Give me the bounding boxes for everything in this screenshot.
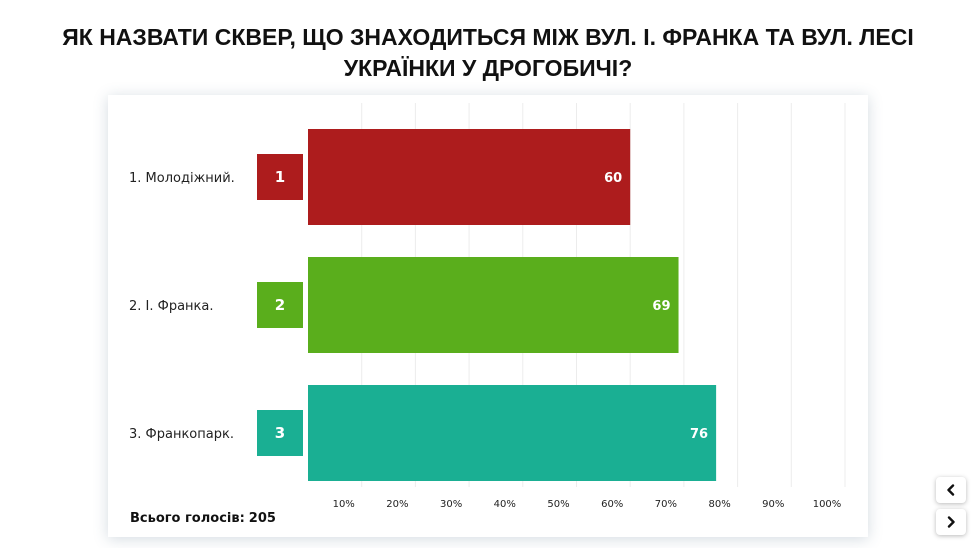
bar-badge (257, 282, 303, 328)
x-tick-label: 40% (494, 499, 516, 510)
x-tick-label: 70% (655, 499, 677, 510)
bar-badge-number: 1 (275, 168, 285, 186)
bar-value-label: 76 (690, 427, 708, 442)
bar-value-label: 60 (604, 171, 622, 186)
total-votes: Всього голосів: 205 (130, 511, 280, 526)
x-tick-label: 10% (333, 499, 355, 510)
x-tick-label: 80% (708, 499, 730, 510)
category-label: 3. Франкопарк. (129, 427, 234, 442)
next-button[interactable] (936, 509, 966, 535)
x-tick-label: 100% (813, 499, 842, 510)
bar-badge-number: 3 (275, 424, 285, 442)
chart-card: 10% 20% 30% 40% 50% 60% 70% 80% 90% 100% 1 1. Молод… (108, 95, 868, 537)
bar-badge (257, 154, 303, 200)
prev-button[interactable] (936, 477, 966, 503)
bar-chart: 10% 20% 30% 40% 50% 60% 70% 80% 90% 100% 1 1. Молод… (129, 103, 846, 510)
category-label: 1. Молодіжний. (129, 171, 235, 186)
bar (308, 257, 679, 353)
x-tick-label: 60% (601, 499, 623, 510)
x-tick-label: 30% (440, 499, 462, 510)
bar (308, 385, 717, 481)
total-votes-value: 205 (248, 511, 276, 526)
x-tick-label: 50% (547, 499, 569, 510)
total-votes-label: Всього голосів: (130, 511, 245, 526)
x-tick-label: 90% (762, 499, 784, 510)
bar (308, 129, 631, 225)
bar-badge-number: 2 (275, 296, 285, 314)
page-title: ЯК НАЗВАТИ СКВЕР, ЩО ЗНАХОДИТЬСЯ МІЖ ВУЛ… (62, 24, 914, 81)
category-label: 2. І. Франка. (129, 299, 214, 314)
x-tick-label: 20% (386, 499, 408, 510)
bar-value-label: 69 (652, 299, 670, 314)
chevron-left-icon (947, 484, 955, 496)
bar-badge (257, 410, 303, 456)
chevron-right-icon (947, 516, 955, 528)
